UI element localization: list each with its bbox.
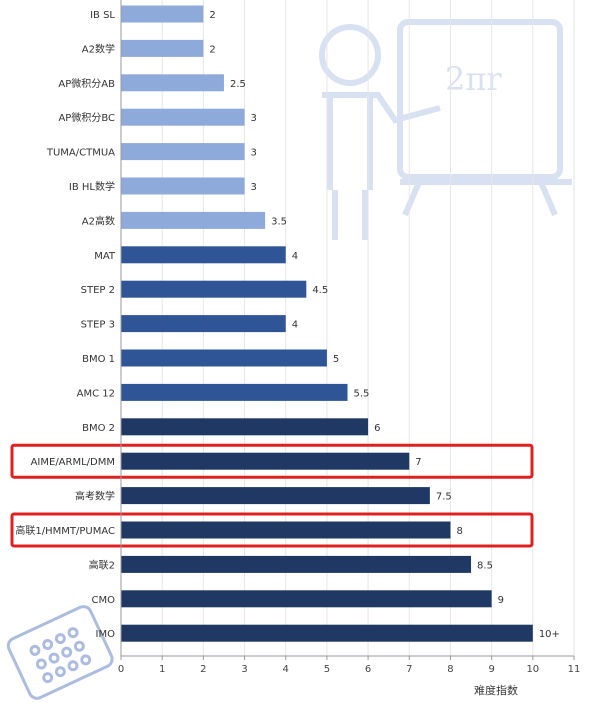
category-label: MAT	[94, 251, 116, 262]
bar	[121, 74, 224, 92]
x-axis-title: 难度指数	[474, 683, 518, 697]
bar	[121, 39, 204, 57]
value-label: 8.5	[477, 560, 493, 571]
x-tick-label: 9	[488, 664, 494, 675]
value-label: 3	[251, 182, 257, 193]
category-label: IMO	[96, 629, 116, 640]
value-label: 9	[498, 595, 504, 606]
bar	[121, 143, 245, 161]
category-label: 高考数学	[75, 490, 115, 503]
value-label: 5.5	[354, 388, 370, 399]
value-label: 3	[251, 148, 257, 159]
value-label: 7.5	[436, 492, 452, 503]
highlight-boxes	[10, 443, 534, 548]
category-label: A2数学	[82, 42, 115, 55]
category-label: STEP 2	[81, 285, 115, 296]
x-tick-label: 4	[283, 664, 289, 675]
bar	[121, 349, 327, 367]
value-label: 3.5	[271, 216, 287, 227]
highlight-box	[10, 512, 534, 548]
value-label: 2	[209, 44, 215, 55]
category-label: AMC 12	[77, 388, 115, 399]
value-label: 5	[333, 354, 339, 365]
bar	[121, 108, 245, 126]
calculator-illustration	[6, 605, 114, 700]
x-tick-label: 6	[365, 664, 371, 675]
x-tick-label: 10	[526, 664, 539, 675]
value-label: 4	[292, 320, 298, 331]
x-tick-label: 3	[241, 664, 247, 675]
value-label: 6	[374, 423, 380, 434]
x-tick-label: 0	[118, 664, 124, 675]
category-label: IB HL数学	[69, 180, 115, 193]
category-label: AIME/ARML/DMM	[31, 457, 115, 468]
category-label: 高联2	[89, 558, 115, 571]
highlight-box	[10, 443, 534, 479]
bar	[121, 521, 451, 539]
bar	[121, 383, 348, 401]
x-tick-label: 2	[200, 664, 206, 675]
category-label: IB SL	[90, 10, 115, 21]
category-label: STEP 3	[81, 320, 115, 331]
teacher-illustration: 2πr	[319, 19, 572, 240]
bar	[121, 624, 533, 642]
value-label: 4.5	[312, 285, 328, 296]
x-tick-label: 1	[159, 664, 165, 675]
value-label: 10+	[539, 629, 560, 640]
value-label: 3	[251, 113, 257, 124]
category-label: AP微积分BC	[58, 111, 115, 124]
bar	[121, 418, 369, 436]
value-label: 7	[415, 457, 421, 468]
bar	[121, 211, 266, 229]
bar	[121, 280, 307, 298]
svg-text:2πr: 2πr	[445, 60, 502, 98]
watermark-text: 知乎 @AMC国际数学竞赛	[380, 674, 530, 690]
bar	[121, 590, 492, 608]
value-label: 2	[209, 10, 215, 21]
category-label: 高联1/HMMT/PUMAC	[15, 524, 115, 537]
bar	[121, 177, 245, 195]
category-label: TUMA/CTMUA	[46, 148, 115, 159]
bar	[121, 315, 286, 333]
category-label: CMO	[92, 595, 116, 606]
bars: IB SL 2 A2数学 2 AP微积分AB 2.5 AP微积分BC 3 TUMA/CTMUA 3…	[15, 5, 560, 642]
bar	[121, 452, 410, 470]
bar	[121, 487, 430, 505]
x-axis: 0 1 2 3 4 5 6 7 8 9 10 11	[118, 0, 581, 675]
value-label: 2.5	[230, 79, 246, 90]
category-label: A2高数	[82, 214, 115, 227]
bar	[121, 555, 472, 573]
value-label: 8	[456, 526, 462, 537]
bar	[121, 246, 286, 264]
category-label: BMO 1	[82, 354, 115, 365]
category-label: BMO 2	[82, 423, 115, 434]
x-tick-label: 7	[406, 664, 412, 675]
x-tick-label: 11	[568, 664, 581, 675]
value-label: 4	[292, 251, 298, 262]
x-tick-label: 8	[447, 664, 453, 675]
category-label: AP微积分AB	[58, 77, 115, 90]
bar	[121, 5, 204, 23]
x-tick-label: 5	[324, 664, 330, 675]
